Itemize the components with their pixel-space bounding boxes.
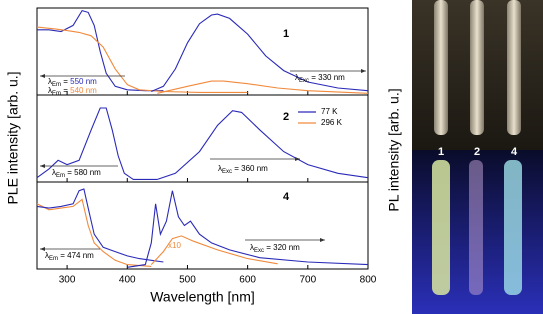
line-series (127, 190, 369, 268)
line-series (36, 188, 164, 263)
tube (434, 0, 448, 135)
arrow-head (40, 164, 45, 168)
annotation: λExc = 320 nm (250, 243, 300, 253)
annotation: 2 (283, 111, 289, 123)
annotation-part: Exc (222, 169, 232, 175)
annotation: λEm = 580 nm (52, 168, 101, 178)
y2-axis-label: PL intensity [arb. u.] (386, 88, 402, 211)
glow-tube (469, 160, 483, 295)
annotation-part: λ (48, 86, 52, 95)
line-series (36, 107, 158, 180)
line-series (36, 26, 248, 93)
glow-tube (504, 160, 522, 295)
x-tick-label: 400 (119, 275, 136, 286)
annotation-part: λ (250, 243, 254, 252)
x-tick-label: 600 (239, 275, 256, 286)
y-axis-label: PLE intensity [arb. u.] (5, 71, 21, 204)
tube (470, 0, 484, 135)
annotation-part: Em (56, 173, 65, 179)
annotation: λExc = 330 nm (295, 73, 345, 83)
annotation: λEm = 540 nm (48, 86, 97, 96)
annotation: λEm = 550 nm (48, 77, 97, 87)
plot-frame (36, 181, 369, 270)
annotation-part: = 580 nm (65, 168, 101, 177)
x-tick-label: 700 (299, 275, 316, 286)
annotation-part: 4 (283, 191, 290, 203)
annotation: λEm = 474 nm (45, 251, 94, 261)
photo (412, 0, 543, 314)
annotation-part: λ (48, 77, 52, 86)
annotation: λExc = 360 nm (218, 164, 268, 174)
annotation: 4 (283, 191, 290, 203)
annotation-part: λ (218, 164, 222, 173)
legend-label: 77 K (321, 107, 338, 116)
legend-label: 296 K (321, 118, 343, 127)
annotation-part: λ (45, 251, 49, 260)
annotation-part: Exc (299, 78, 309, 84)
annotation-part: = 320 nm (264, 243, 300, 252)
arrow-head (295, 157, 300, 161)
arrow-head (40, 247, 45, 251)
tube (507, 0, 521, 135)
annotation-part: 2 (283, 111, 289, 123)
line-series (157, 80, 369, 94)
x-tick-label: 300 (59, 275, 76, 286)
arrow-head (320, 238, 325, 242)
photo-label: 2 (474, 146, 480, 158)
line-series (157, 110, 369, 180)
annotation-part: = 474 nm (58, 251, 94, 260)
photo-label: 1 (438, 146, 444, 158)
line-series (36, 198, 152, 267)
annotation-part: Exc (254, 248, 264, 254)
annotation-part: 550 nm (70, 77, 97, 86)
annotation-part: = (61, 77, 70, 86)
line-series (150, 235, 278, 265)
x-tick-label: 800 (360, 275, 377, 286)
annotation-part: = 360 nm (232, 164, 268, 173)
annotation: x10 (168, 241, 181, 250)
annotation-part: λ (295, 73, 299, 82)
annotation-part: Em (52, 82, 61, 88)
annotation-part: x10 (168, 241, 181, 250)
annotation-part: 540 nm (70, 86, 97, 95)
annotation: 1 (283, 28, 289, 40)
arrow-head (40, 74, 45, 78)
annotation-part: Em (52, 91, 61, 97)
line-series (151, 13, 369, 93)
line-series (37, 9, 164, 92)
x-axis-label: Wavelength [nm] (150, 289, 255, 305)
x-tick-label: 500 (179, 275, 196, 286)
arrow-head (361, 69, 366, 73)
annotation-part: = 330 nm (309, 73, 345, 82)
glow-tube (432, 160, 450, 295)
photo-label: 4 (511, 146, 518, 158)
annotation-part: = (61, 86, 70, 95)
annotation-part: 1 (283, 28, 289, 40)
annotation-part: Em (49, 256, 58, 262)
annotation-part: λ (52, 168, 56, 177)
